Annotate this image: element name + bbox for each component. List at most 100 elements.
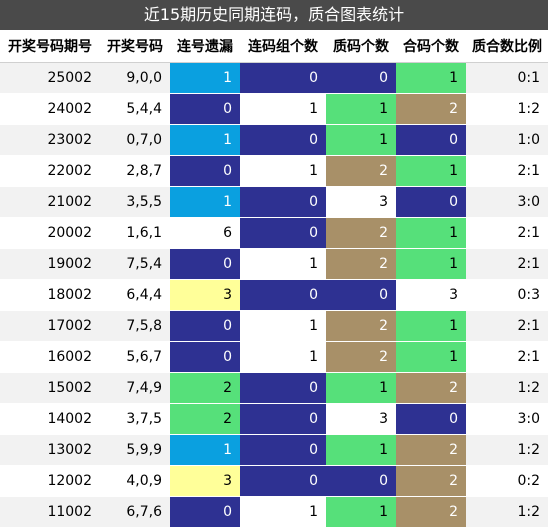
cell-issue: 25002 — [0, 63, 100, 94]
cell-lianhao-miss: 0 — [170, 311, 240, 342]
cell-ratio: 2:1 — [466, 218, 548, 249]
header-lianhao-miss: 连号遗漏 — [170, 30, 240, 63]
header-numbers: 开奖号码 — [100, 30, 170, 63]
cell-numbers: 3,7,5 — [100, 404, 170, 435]
cell-prime-count: 0 — [326, 466, 396, 497]
cell-ratio: 1:2 — [466, 94, 548, 125]
cell-issue: 19002 — [0, 249, 100, 280]
cell-ratio: 1:0 — [466, 125, 548, 156]
cell-lianma-count: 0 — [240, 466, 326, 497]
cell-lianma-count: 0 — [240, 63, 326, 94]
cell-ratio: 0:1 — [466, 63, 548, 94]
header-row: 开奖号码期号 开奖号码 连号遗漏 连码组个数 质码个数 合码个数 质合数比例 — [0, 30, 548, 63]
stats-table: 开奖号码期号 开奖号码 连号遗漏 连码组个数 质码个数 合码个数 质合数比例 2… — [0, 30, 548, 527]
cell-lianhao-miss: 2 — [170, 404, 240, 435]
cell-lianhao-miss: 0 — [170, 156, 240, 187]
cell-lianma-count: 1 — [240, 156, 326, 187]
cell-issue: 11002 — [0, 497, 100, 527]
cell-prime-count: 1 — [326, 94, 396, 125]
cell-ratio: 1:2 — [466, 497, 548, 527]
cell-lianma-count: 1 — [240, 311, 326, 342]
cell-prime-count: 2 — [326, 342, 396, 373]
cell-ratio: 3:0 — [466, 404, 548, 435]
cell-numbers: 7,5,8 — [100, 311, 170, 342]
cell-numbers: 2,8,7 — [100, 156, 170, 187]
cell-lianhao-miss: 0 — [170, 497, 240, 527]
cell-issue: 15002 — [0, 373, 100, 404]
cell-composite-count: 0 — [396, 187, 466, 218]
stats-panel: 近15期历史同期连码，质合图表统计 开奖号码期号 开奖号码 连号遗漏 连码组个数… — [0, 0, 548, 513]
cell-lianhao-miss: 1 — [170, 187, 240, 218]
cell-numbers: 4,0,9 — [100, 466, 170, 497]
header-lianma-count: 连码组个数 — [240, 30, 326, 63]
cell-lianma-count: 0 — [240, 373, 326, 404]
cell-numbers: 9,0,0 — [100, 63, 170, 94]
cell-numbers: 5,6,7 — [100, 342, 170, 373]
cell-issue: 17002 — [0, 311, 100, 342]
cell-lianma-count: 1 — [240, 249, 326, 280]
cell-lianhao-miss: 3 — [170, 280, 240, 311]
cell-numbers: 5,9,9 — [100, 435, 170, 466]
cell-composite-count: 0 — [396, 125, 466, 156]
cell-lianhao-miss: 0 — [170, 94, 240, 125]
cell-prime-count: 0 — [326, 63, 396, 94]
cell-composite-count: 1 — [396, 311, 466, 342]
header-composite-count: 合码个数 — [396, 30, 466, 63]
cell-prime-count: 2 — [326, 249, 396, 280]
cell-issue: 13002 — [0, 435, 100, 466]
cell-composite-count: 1 — [396, 156, 466, 187]
cell-lianhao-miss: 0 — [170, 342, 240, 373]
cell-ratio: 2:1 — [466, 311, 548, 342]
cell-composite-count: 2 — [396, 373, 466, 404]
cell-numbers: 1,6,1 — [100, 218, 170, 249]
cell-issue: 14002 — [0, 404, 100, 435]
cell-composite-count: 2 — [396, 466, 466, 497]
cell-composite-count: 2 — [396, 435, 466, 466]
cell-ratio: 0:3 — [466, 280, 548, 311]
cell-issue: 20002 — [0, 218, 100, 249]
cell-lianma-count: 1 — [240, 94, 326, 125]
cell-lianhao-miss: 1 — [170, 435, 240, 466]
cell-composite-count: 1 — [396, 342, 466, 373]
cell-prime-count: 1 — [326, 435, 396, 466]
cell-ratio: 2:1 — [466, 342, 548, 373]
header-ratio: 质合数比例 — [466, 30, 548, 63]
cell-prime-count: 3 — [326, 187, 396, 218]
cell-lianhao-miss: 0 — [170, 249, 240, 280]
cell-issue: 12002 — [0, 466, 100, 497]
cell-ratio: 1:2 — [466, 435, 548, 466]
cell-lianma-count: 1 — [240, 342, 326, 373]
cell-numbers: 7,4,9 — [100, 373, 170, 404]
cell-lianma-count: 0 — [240, 125, 326, 156]
cell-lianhao-miss: 3 — [170, 466, 240, 497]
cell-ratio: 3:0 — [466, 187, 548, 218]
cell-lianma-count: 0 — [240, 218, 326, 249]
cell-issue: 16002 — [0, 342, 100, 373]
cell-composite-count: 1 — [396, 218, 466, 249]
cell-lianma-count: 0 — [240, 404, 326, 435]
cell-prime-count: 2 — [326, 218, 396, 249]
cell-composite-count: 1 — [396, 63, 466, 94]
cell-prime-count: 2 — [326, 156, 396, 187]
cell-ratio: 2:1 — [466, 156, 548, 187]
cell-lianma-count: 1 — [240, 497, 326, 527]
cell-prime-count: 3 — [326, 404, 396, 435]
cell-lianhao-miss: 1 — [170, 63, 240, 94]
cell-numbers: 3,5,5 — [100, 187, 170, 218]
cell-ratio: 1:2 — [466, 373, 548, 404]
cell-lianhao-miss: 6 — [170, 218, 240, 249]
cell-composite-count: 2 — [396, 94, 466, 125]
